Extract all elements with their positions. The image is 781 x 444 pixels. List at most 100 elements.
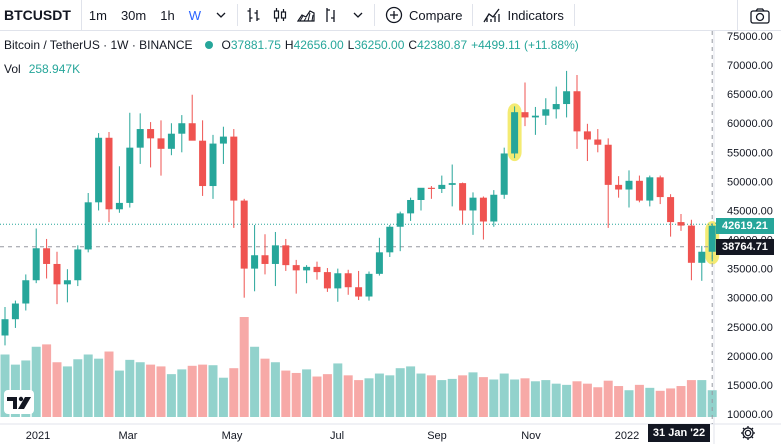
volume-bar — [385, 375, 395, 417]
crosshair-date-label: 31 Jan '22 — [648, 424, 710, 442]
volume-bar — [218, 377, 228, 417]
candle-body — [167, 133, 175, 149]
volume-bar — [676, 386, 686, 417]
candle-body — [261, 255, 269, 264]
volume-bar — [645, 387, 655, 417]
candles-icon[interactable] — [267, 0, 293, 31]
gear-icon[interactable] — [740, 425, 756, 441]
candle-body — [490, 194, 498, 222]
interval-1w[interactable]: W — [188, 7, 201, 23]
price-axis-tick: 20000.00 — [727, 351, 773, 363]
volume-bar — [83, 354, 93, 417]
candle-body — [573, 91, 581, 132]
toolbar-divider — [237, 4, 238, 26]
volume-bar — [94, 358, 104, 417]
volume-bar — [333, 363, 343, 417]
price-axis-tick: 60000.00 — [727, 118, 773, 130]
volume-bar — [146, 364, 156, 417]
volume-bar — [634, 384, 644, 417]
volume-bar — [686, 380, 696, 417]
candle-body — [157, 138, 165, 149]
candle-body — [417, 187, 425, 200]
indicators-label: Indicators — [507, 7, 564, 23]
interval-30m[interactable]: 30m — [120, 7, 147, 23]
time-axis-tick: 2021 — [26, 430, 50, 442]
time-axis-tick: 2022 — [615, 430, 639, 442]
series-title[interactable]: Bitcoin / TetherUS · 1W · BINANCE — [4, 38, 193, 52]
volume-bar — [312, 376, 322, 417]
volume-bar — [697, 380, 707, 417]
candle-body — [1, 319, 9, 336]
symbol-search[interactable]: BTCUSDT — [0, 0, 82, 31]
chevron-down-icon[interactable] — [345, 0, 371, 31]
candle-body — [469, 197, 477, 211]
candle-body — [438, 184, 446, 189]
volume-bar — [52, 362, 62, 417]
bar-chart-icon[interactable] — [241, 0, 267, 31]
candle-body — [292, 265, 300, 271]
close-value: 42380.87 — [417, 38, 468, 52]
volume-value: 258.947K — [28, 62, 81, 76]
price-axis-tick: 15000.00 — [727, 380, 773, 392]
candle-body — [594, 139, 602, 145]
volume-bar — [489, 379, 499, 417]
chart-style-icon[interactable] — [319, 0, 345, 31]
candle-body — [427, 187, 435, 189]
price-axis-tick: 70000.00 — [727, 60, 773, 72]
price-axis-tick: 10000.00 — [727, 409, 773, 421]
candle-body — [188, 123, 196, 141]
volume-bar — [530, 381, 540, 417]
interval-1h[interactable]: 1h — [160, 7, 175, 23]
screenshot-button[interactable] — [737, 0, 781, 31]
volume-bar — [281, 370, 291, 417]
compare-button[interactable]: Compare — [378, 0, 469, 31]
compare-label: Compare — [409, 7, 463, 23]
candle-body — [615, 184, 623, 190]
candle-body — [448, 183, 456, 185]
indicators-button[interactable]: Indicators — [476, 0, 570, 31]
candle-body — [95, 137, 103, 203]
candle-body — [63, 280, 71, 285]
volume-bar — [198, 364, 208, 417]
tradingview-logo[interactable] — [4, 390, 34, 414]
volume-bar — [593, 387, 603, 417]
interval-1m[interactable]: 1m — [88, 7, 107, 23]
indicators-icon — [483, 8, 501, 23]
volume-bar — [229, 368, 239, 417]
price-axis-tick: 45000.00 — [727, 205, 773, 217]
candle-body — [459, 183, 467, 211]
candle-body — [552, 104, 560, 110]
candle-body — [282, 245, 290, 266]
volume-bar — [239, 317, 249, 417]
volume-bar — [437, 380, 447, 417]
volume-bar — [187, 365, 197, 417]
volume-bar — [302, 369, 312, 417]
price-axis-tick: 30000.00 — [727, 293, 773, 305]
volume-bar — [354, 380, 364, 417]
time-axis-tick: Nov — [521, 430, 541, 442]
candle-body — [708, 225, 716, 252]
candle-body — [178, 123, 186, 134]
volume-bar — [582, 383, 592, 417]
volume-bar — [343, 375, 353, 417]
price-axis-tick: 75000.00 — [727, 31, 773, 43]
candle-body — [209, 143, 217, 187]
candle-body — [199, 140, 207, 187]
price-chart[interactable]: 75000.00 70000.00 65000.00 60000.00 55000.00… — [0, 31, 781, 444]
volume-bar — [541, 380, 551, 417]
price-axis-tick: 65000.00 — [727, 89, 773, 101]
area-chart-icon[interactable] — [293, 0, 319, 31]
volume-bar — [499, 373, 509, 417]
candle-body — [313, 266, 321, 273]
time-axis-tick: Mar — [119, 430, 138, 442]
top-toolbar: BTCUSDT 1m 30m 1h W Compare Indicators — [0, 0, 781, 31]
candle-body — [531, 115, 539, 118]
candle-body — [698, 251, 706, 263]
series-legend: Bitcoin / TetherUS · 1W · BINANCE O 37881… — [4, 38, 583, 52]
price-axis-tick: 35000.00 — [727, 264, 773, 276]
candle-body — [219, 136, 227, 144]
volume-bar — [104, 351, 114, 417]
volume-bar — [624, 390, 634, 417]
chevron-down-icon[interactable] — [208, 0, 234, 31]
candle-body — [687, 225, 695, 263]
